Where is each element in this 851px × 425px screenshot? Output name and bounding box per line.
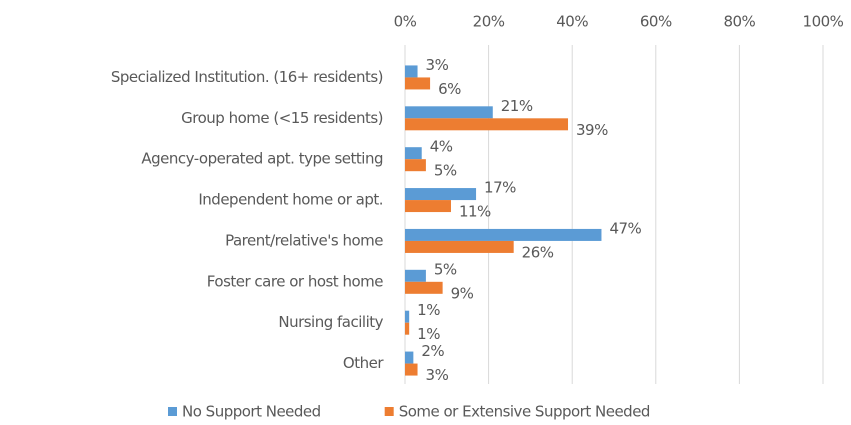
bar xyxy=(405,159,426,172)
x-tick-label: 80% xyxy=(723,13,755,31)
bar xyxy=(405,228,602,241)
y-tick-label: Nursing facility xyxy=(278,313,383,331)
data-label: 5% xyxy=(434,162,457,180)
data-label: 11% xyxy=(459,203,491,221)
bar xyxy=(405,310,410,323)
legend-swatch xyxy=(168,407,177,416)
y-tick-label: Independent home or apt. xyxy=(198,191,383,209)
bar xyxy=(405,322,410,335)
bar xyxy=(405,188,477,201)
data-label: 3% xyxy=(426,56,449,74)
data-label: 1% xyxy=(417,301,440,319)
bar xyxy=(405,106,493,119)
bar xyxy=(405,363,418,376)
data-label: 2% xyxy=(421,342,444,360)
data-label: 6% xyxy=(438,80,461,98)
bar xyxy=(405,269,426,282)
legend-label: Some or Extensive Support Needed xyxy=(399,403,650,421)
bar xyxy=(405,147,422,160)
y-tick-label: Group home (<15 residents) xyxy=(181,109,383,127)
y-tick-label: Specialized Institution. (16+ residents) xyxy=(111,68,383,86)
x-tick-label: 100% xyxy=(803,13,844,31)
bar xyxy=(405,200,451,213)
bar xyxy=(405,65,418,78)
y-tick-label: Other xyxy=(343,354,384,372)
x-tick-label: 0% xyxy=(394,13,417,31)
y-tick-label: Foster care or host home xyxy=(207,272,383,290)
bar xyxy=(405,77,431,90)
data-label: 47% xyxy=(609,219,641,237)
data-label: 1% xyxy=(417,325,440,343)
bar xyxy=(405,240,514,253)
data-label: 21% xyxy=(501,97,533,115)
x-tick-label: 60% xyxy=(640,13,672,31)
legend-swatch xyxy=(384,407,394,416)
data-label: 4% xyxy=(430,138,453,156)
y-tick-label: Agency-operated apt. type setting xyxy=(141,150,383,168)
data-label: 39% xyxy=(576,121,608,139)
data-label: 5% xyxy=(434,260,457,278)
bar xyxy=(405,118,569,131)
x-tick-label: 20% xyxy=(473,13,505,31)
bar xyxy=(405,281,443,294)
bar xyxy=(405,351,414,364)
y-tick-label: Parent/relative's home xyxy=(225,231,383,249)
data-label: 26% xyxy=(522,243,554,261)
x-tick-label: 40% xyxy=(556,13,588,31)
data-label: 17% xyxy=(484,179,516,197)
legend-label: No Support Needed xyxy=(182,403,321,421)
data-label: 3% xyxy=(426,366,449,384)
data-label: 9% xyxy=(451,284,474,302)
